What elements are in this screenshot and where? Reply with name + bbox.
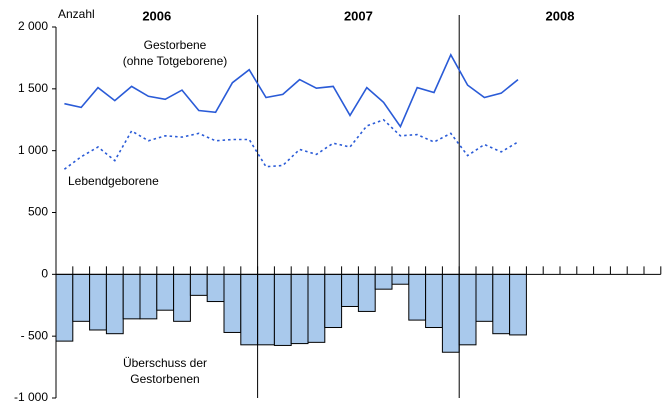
- bar: [357, 273, 376, 312]
- bar: [425, 273, 443, 329]
- series-label: Überschuss der: [123, 356, 207, 370]
- bar: [374, 273, 393, 290]
- y-tick-label: 2 000: [18, 19, 48, 33]
- bar: [341, 273, 359, 307]
- y-tick-label: 1 000: [18, 143, 48, 157]
- bar: [458, 273, 477, 346]
- bar: [189, 273, 208, 296]
- bar: [273, 273, 292, 346]
- bar: [391, 273, 410, 285]
- series-line: [64, 53, 519, 129]
- y-tick-label: -1 000: [14, 390, 48, 404]
- bar: [173, 273, 191, 322]
- y-axis-label: Anzahl: [58, 7, 95, 21]
- bar: [257, 273, 275, 346]
- bar: [223, 273, 242, 333]
- year-label: 2008: [546, 8, 575, 23]
- series-line: [63, 118, 519, 170]
- y-tick-label: 1 500: [18, 81, 48, 95]
- series-label: Gestorbene: [144, 38, 207, 52]
- bar: [240, 273, 259, 346]
- bar: [206, 273, 225, 303]
- bar: [307, 273, 326, 343]
- series-label: (ohne Totgeborene): [123, 54, 228, 68]
- bar: [509, 273, 527, 336]
- bar: [89, 273, 107, 331]
- y-tick-label: 0: [41, 267, 48, 281]
- bar: [72, 273, 91, 322]
- bar: [408, 273, 427, 321]
- bar: [55, 273, 74, 342]
- bar: [441, 273, 460, 353]
- bar: [122, 273, 141, 320]
- bar: [139, 273, 158, 320]
- y-tick-label: - 500: [21, 328, 49, 342]
- series-label: Lebendgeborene: [68, 174, 159, 188]
- bar: [475, 273, 494, 322]
- bar: [290, 273, 309, 345]
- year-label: 2007: [344, 8, 373, 23]
- bar: [156, 273, 175, 311]
- bar: [492, 273, 511, 335]
- y-tick-label: 500: [28, 205, 48, 219]
- year-label: 2006: [142, 8, 171, 23]
- bar: [105, 273, 124, 335]
- series-label: Gestorbenen: [130, 372, 199, 386]
- bar: [324, 273, 343, 329]
